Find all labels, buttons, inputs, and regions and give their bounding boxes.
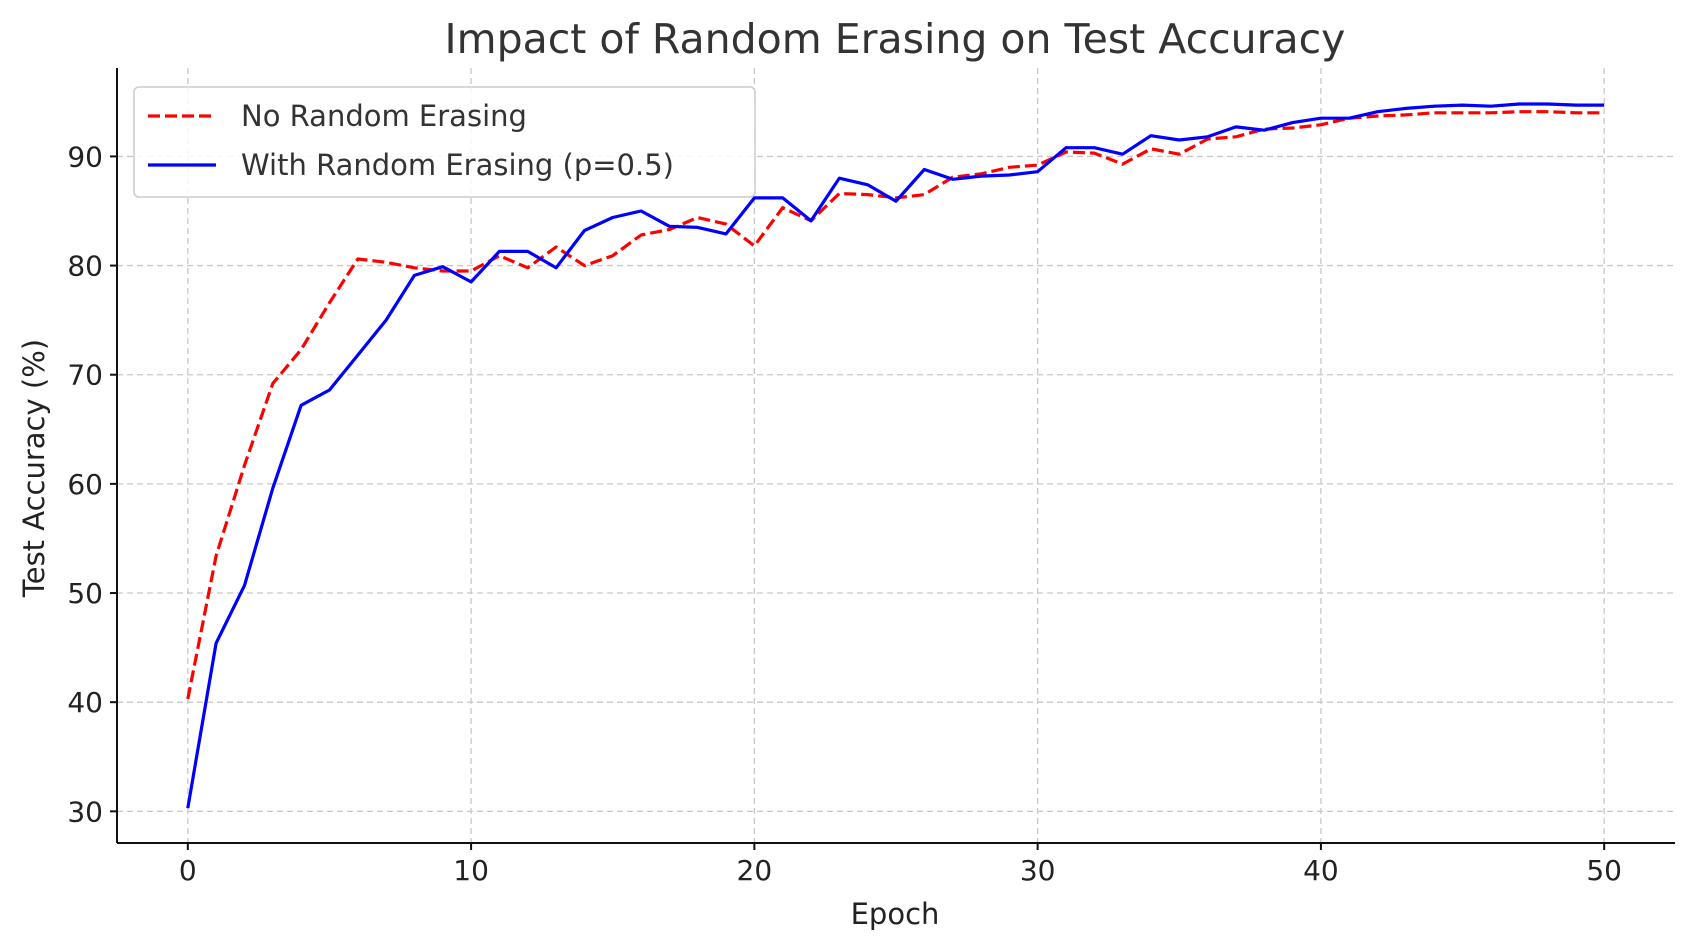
x-tick-label: 30 <box>1020 854 1056 887</box>
legend-box <box>133 86 756 198</box>
y-axis-label: Test Accuracy (%) <box>17 339 51 598</box>
x-tick-label: 10 <box>453 854 489 887</box>
series-line-with-random-erasing <box>186 102 1605 809</box>
legend: No Random Erasing With Random Erasing (p… <box>133 86 756 198</box>
x-tick-label: 0 <box>179 854 197 887</box>
y-tick-label: 40 <box>67 686 103 719</box>
series-layer <box>186 102 1605 809</box>
x-tick-label: 20 <box>737 854 773 887</box>
series-line-no-random-erasing <box>186 110 1605 700</box>
y-tick-label: 90 <box>67 140 103 173</box>
legend-label-no-random-erasing: No Random Erasing <box>241 99 527 133</box>
legend-label-with-random-erasing: With Random Erasing (p=0.5) <box>241 148 674 182</box>
x-tick-label: 40 <box>1303 854 1339 887</box>
chart-title: Impact of Random Erasing on Test Accurac… <box>445 15 1346 63</box>
y-tick-label: 70 <box>67 359 103 392</box>
x-tick-label: 50 <box>1586 854 1622 887</box>
y-tick-label: 50 <box>67 577 103 610</box>
axes <box>110 68 1675 850</box>
y-tick-label: 30 <box>67 795 103 828</box>
y-tick-label: 60 <box>67 468 103 501</box>
tick-labels: 0 10 20 30 40 50 30 40 50 60 70 80 90 <box>67 140 1622 887</box>
x-axis-label: Epoch <box>851 897 940 931</box>
grid-lines <box>117 68 1675 843</box>
y-tick-label: 80 <box>67 250 103 283</box>
